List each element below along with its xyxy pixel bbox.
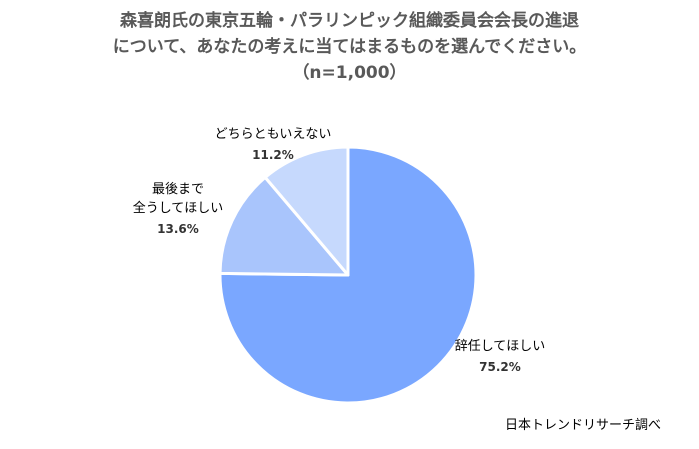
slice-label-3: どちらともいえない 11.2% bbox=[215, 127, 332, 162]
chart-title-line-3: （n=1,000） bbox=[292, 63, 407, 83]
chart-title-line-1: 森喜朗氏の東京五輪・パラリンピック組織委員会会長の進退 bbox=[120, 11, 579, 31]
chart-title-line-2: について、あなたの考えに当てはまるものを選んでください。 bbox=[112, 37, 587, 57]
chart-title: 森喜朗氏の東京五輪・パラリンピック組織委員会会長の進退 について、あなたの考えに… bbox=[0, 8, 699, 86]
slice-value-3: 11.2% bbox=[252, 148, 294, 162]
pie-slice-1 bbox=[218, 145, 478, 405]
slice-label-1-line-1: 辞任してほしい bbox=[455, 339, 546, 354]
slice-label-1: 辞任してほしい 75.2% bbox=[455, 339, 546, 374]
slice-value-2: 13.6% bbox=[157, 222, 199, 236]
slice-label-2-line-2: 全うしてほしい bbox=[133, 200, 224, 216]
pie-slice-3 bbox=[263, 145, 350, 277]
slice-value-1: 75.2% bbox=[479, 360, 521, 374]
slice-label-2-line-1: 最後まで bbox=[152, 182, 204, 197]
source-note: 日本トレンドリサーチ調べ bbox=[504, 418, 661, 433]
pie-slice-2 bbox=[218, 175, 350, 277]
slice-label-3-line-1: どちらともいえない bbox=[215, 127, 332, 142]
